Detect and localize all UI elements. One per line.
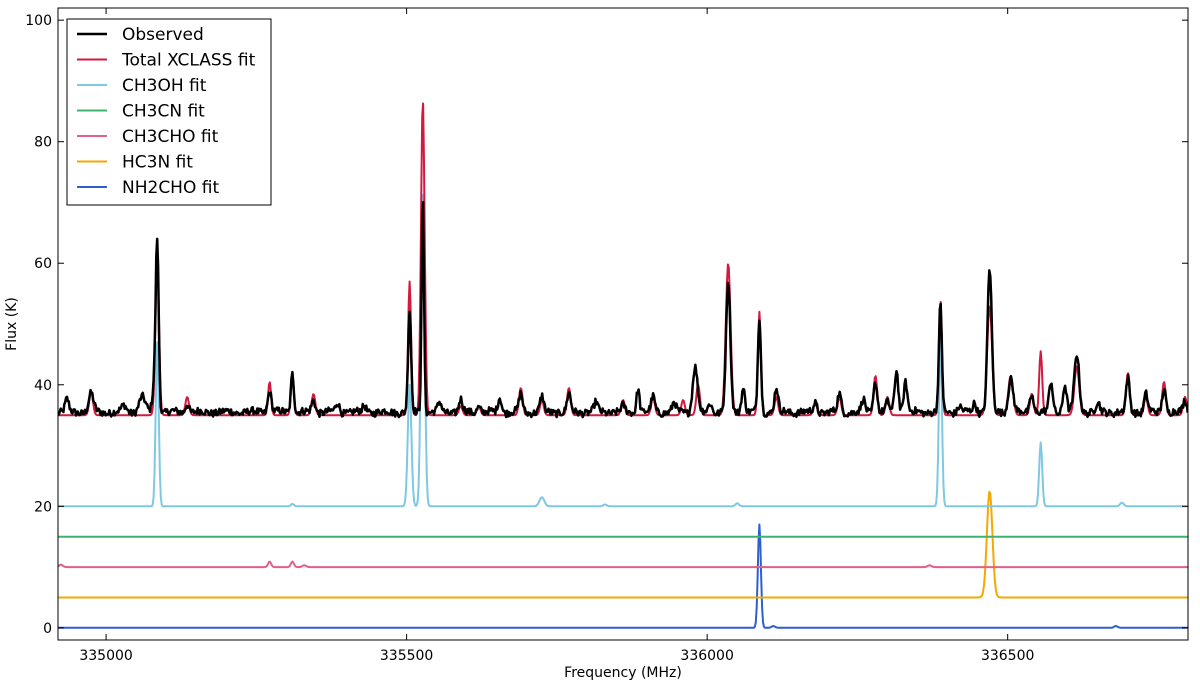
legend-entry: CH3CN fit	[122, 102, 205, 122]
y-tick-label: 100	[25, 13, 52, 29]
series-line-ch3oh-fit	[58, 193, 1188, 508]
x-tick-label: 336000	[680, 648, 733, 664]
x-tick-label: 336500	[981, 648, 1034, 664]
y-axis-label: Flux (K)	[4, 297, 20, 351]
legend: Observed Total XCLASS fit CH3OH fit CH3CN f…	[66, 18, 272, 206]
series-line-ch3cho-fit	[58, 560, 1188, 569]
x-tick-label: 335500	[380, 648, 433, 664]
y-tick-label: 0	[43, 621, 52, 637]
legend-entry: CH3CHO fit	[122, 127, 219, 147]
x-axis-label: Frequency (MHz)	[564, 665, 682, 681]
series-line-observed	[58, 201, 1188, 419]
x-tick-label: 335000	[79, 648, 132, 664]
legend-entry: CH3OH fit	[122, 76, 207, 96]
series-line-nh2cho-fit	[58, 523, 1188, 629]
y-tick-label: 80	[34, 135, 52, 151]
legend-entry: HC3N fit	[122, 153, 193, 173]
y-tick-label: 40	[34, 378, 52, 394]
plot-frame	[57, 7, 1189, 641]
legend-box	[66, 18, 272, 206]
series-line-hc3n-fit	[58, 490, 1188, 599]
legend-entry: Total XCLASS fit	[121, 51, 256, 71]
y-tick-label: 20	[34, 499, 52, 515]
legend-entry: NH2CHO fit	[122, 178, 219, 198]
legend-entry: Observed	[122, 25, 204, 45]
y-tick-label: 60	[34, 256, 52, 272]
